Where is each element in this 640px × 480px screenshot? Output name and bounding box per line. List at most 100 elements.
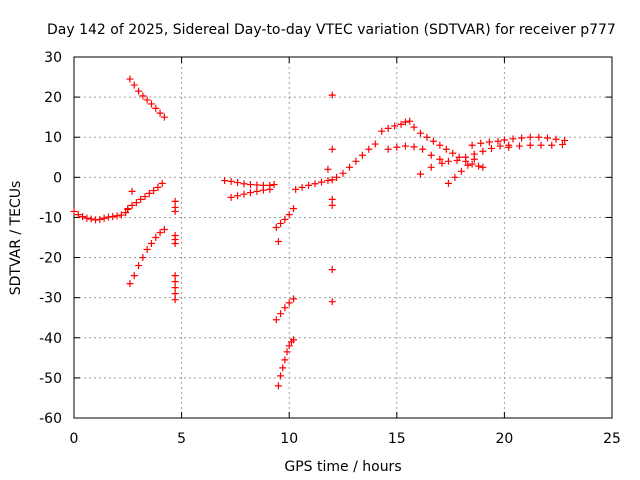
data-point [100,214,108,222]
data-point [130,272,138,280]
data-point [109,213,117,221]
data-point [152,104,160,112]
series-track-d [126,75,168,121]
data-point [272,223,280,231]
data-point [384,124,392,132]
data-point [171,290,179,298]
x-axis-label: GPS time / hours [284,459,401,475]
data-point [427,151,435,159]
data-point [475,162,483,170]
data-point [128,187,136,195]
data-point [453,156,461,164]
data-point [509,135,517,143]
data-point [285,342,293,350]
x-tick-label: 25 [603,431,621,447]
data-point [143,246,151,254]
data-point [132,199,140,207]
data-point [328,145,336,153]
data-point [285,299,293,307]
data-point [442,145,450,153]
data-point [324,177,332,185]
data-point [292,185,300,193]
x-tick-label: 10 [280,431,298,447]
data-point [352,157,360,165]
data-point [371,140,379,148]
data-point [160,113,168,121]
data-point [290,205,298,213]
data-point [281,356,289,364]
data-point [401,142,409,150]
series-track-h [274,336,298,390]
data-point [401,118,409,126]
data-point [485,138,493,146]
data-point [290,336,298,344]
data-point [227,177,235,185]
data-point [397,120,405,128]
data-point [171,240,179,248]
data-point [130,81,138,89]
series-track-g [272,205,298,324]
data-point [328,195,336,203]
data-point [436,141,444,149]
data-point [70,207,78,215]
data-point [221,177,229,185]
data-point [505,143,513,151]
data-point [526,133,534,141]
data-point [240,190,248,198]
data-point [171,284,179,292]
data-point [285,211,293,219]
data-point [253,187,261,195]
series-track-k [378,117,487,171]
data-point [438,159,446,167]
data-point [479,147,487,155]
series-track-a [70,205,132,224]
y-tick-label: 30 [44,50,62,66]
data-point [139,254,147,262]
data-point [240,180,248,188]
data-point [259,186,267,194]
data-point [150,187,158,195]
data-point [328,176,336,184]
data-point [154,183,162,191]
data-point [135,87,143,95]
data-point [270,181,278,189]
data-point [324,165,332,173]
data-point [290,295,298,303]
data-point [83,214,91,222]
data-point [126,75,134,83]
chart-title: Day 142 of 2025, Sidereal Day-to-day VTE… [47,22,616,38]
data-point [416,129,424,137]
data-point [145,189,153,197]
x-tick-label: 5 [177,431,186,447]
data-point [500,136,508,144]
series-track-l [384,141,513,165]
data-point [87,215,95,223]
data-point [227,193,235,201]
data-point [283,348,291,356]
y-tick-label: -20 [39,251,62,267]
data-point [272,316,280,324]
data-point [171,197,179,205]
data-point [543,134,551,142]
data-point [419,145,427,153]
data-point [246,181,254,189]
y-tick-label: 20 [44,90,62,106]
data-point [462,153,470,161]
data-point [274,382,282,390]
data-point [160,225,168,233]
data-point [266,185,274,193]
data-point [171,272,179,280]
data-point [345,163,353,171]
data-point [515,142,523,150]
data-point [391,122,399,130]
x-tick-label: 0 [70,431,79,447]
data-point [427,163,435,171]
data-point [487,144,495,152]
data-point [518,134,526,142]
data-point [444,157,452,165]
data-point [494,137,502,145]
series-track-c [126,225,168,288]
data-point [526,141,534,149]
data-point [552,135,560,143]
data-point [234,179,242,187]
